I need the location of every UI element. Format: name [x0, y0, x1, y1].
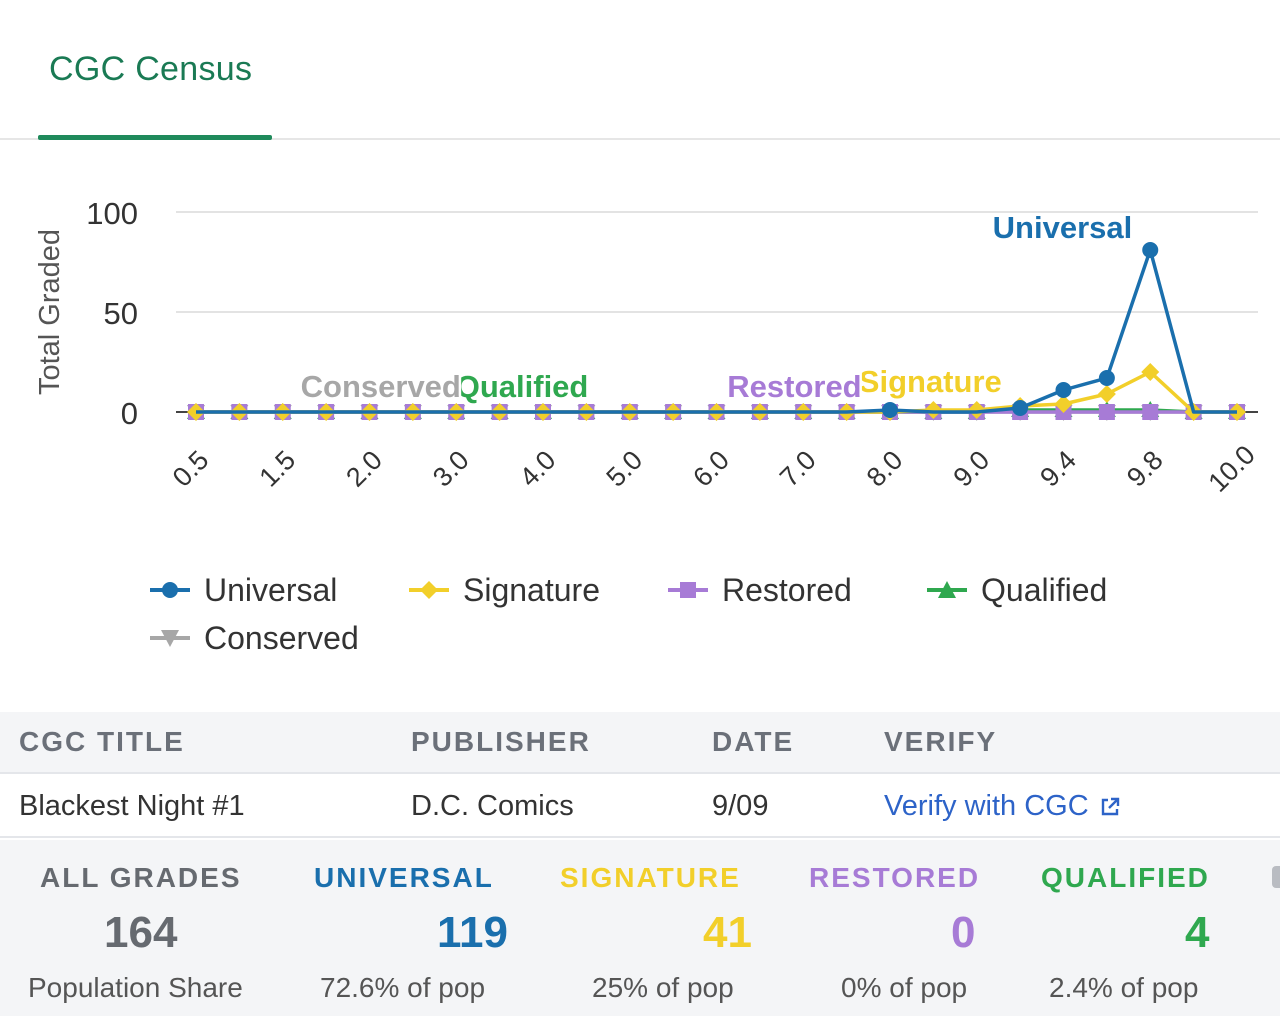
stat-sub: Population Share: [28, 972, 243, 1003]
triangle-marker-icon: [927, 581, 967, 598]
series-label-universal: Universal: [993, 210, 1133, 245]
legend-item-conserved[interactable]: Conserved: [148, 614, 359, 662]
tab-active-indicator: [38, 135, 272, 140]
data-point-universal: [882, 402, 898, 418]
cell-title: Blackest Night #1: [19, 790, 245, 822]
x-tick-label: 9.4: [1034, 445, 1082, 493]
legend-item-restored[interactable]: Restored: [666, 566, 852, 614]
stat-label: ALL GRADES: [40, 862, 242, 893]
data-point-signature: [1141, 363, 1160, 381]
stat-sub: 72.6% of pop: [320, 972, 486, 1003]
verify-link-label: Verify with CGC: [884, 790, 1089, 822]
stat-sub: 0% of pop: [841, 972, 968, 1003]
cell-date: 9/09: [712, 790, 769, 822]
legend-item-signature[interactable]: Signature: [407, 566, 600, 614]
stat-qualified: QUALIFIED 4 2.4% of pop: [1030, 840, 1280, 1016]
stat-sub: 2.4% of pop: [1049, 972, 1199, 1003]
tab-bar: CGC Census: [0, 0, 1280, 140]
y-axis-title: Total Graded: [34, 229, 66, 395]
stat-label: QUALIFIED: [1041, 862, 1210, 893]
series-label-qualified: Qualified: [456, 369, 589, 404]
x-tick-label: 4.0: [514, 445, 562, 493]
stat-label: UNIVERSAL: [314, 862, 494, 893]
series-label-restored: Restored: [727, 369, 861, 404]
legend-label: Signature: [463, 571, 600, 608]
stat-label: RESTORED: [809, 862, 981, 893]
external-link-icon: [1101, 797, 1119, 815]
x-tick-label: 8.0: [861, 445, 909, 493]
verify-with-cgc-link[interactable]: Verify with CGC: [884, 790, 1121, 823]
x-tick-label: 7.0: [774, 445, 822, 493]
x-tick-label: 5.0: [601, 445, 649, 493]
stat-value: 4: [1185, 908, 1210, 957]
x-tick-label: 10.0: [1202, 439, 1260, 497]
y-tick-label: 50: [104, 296, 138, 331]
data-point-signature: [967, 401, 986, 419]
x-tick-label: 3.0: [427, 445, 475, 493]
data-point-signature: [1054, 395, 1073, 413]
scroll-edge-indicator: [1272, 866, 1280, 888]
cell-publisher: D.C. Comics: [411, 790, 574, 822]
stat-restored: RESTORED 0 0% of pop: [800, 840, 1060, 1016]
tab-label: CGC Census: [49, 50, 253, 88]
stat-value: 0: [951, 908, 976, 957]
grade-stats-bar: ALL GRADES 164 Population Share UNIVERSA…: [0, 840, 1280, 1016]
series-label-signature: Signature: [859, 364, 1002, 399]
stat-signature: SIGNATURE 41 25% of pop: [550, 840, 810, 1016]
census-line-chart: 0 50 100 Total Graded 0.5 1.5 2.0 3.0 4.0 5.0 6.0 7…: [34, 196, 1261, 498]
header-publisher: PUBLISHER: [411, 726, 591, 757]
data-point-signature: [1097, 385, 1116, 403]
data-point-signature: [924, 401, 943, 419]
legend-label: Qualified: [981, 571, 1108, 608]
stat-label: SIGNATURE: [560, 862, 741, 893]
data-point-universal: [1098, 370, 1115, 386]
series-label-conserved: Conserved: [301, 369, 461, 404]
header-verify: VERIFY: [884, 726, 998, 757]
legend-label: Universal: [204, 571, 338, 608]
stat-sub: 25% of pop: [592, 972, 734, 1003]
x-tick-label: 0.5: [167, 445, 215, 493]
legend-item-universal[interactable]: Universal: [148, 566, 337, 614]
x-tick-label: 1.5: [254, 445, 302, 493]
x-tick-label: 9.8: [1121, 445, 1169, 493]
data-point-universal: [1012, 400, 1029, 416]
header-cgc-title: CGC TITLE: [19, 726, 185, 757]
data-point-universal: [1055, 382, 1072, 398]
stat-all-grades: ALL GRADES 164 Population Share: [10, 840, 270, 1016]
triangle-down-marker-icon: [150, 630, 190, 647]
diamond-marker-icon: [409, 581, 449, 599]
legend-label: Conserved: [204, 619, 359, 656]
x-tick-label: 9.0: [948, 445, 996, 493]
tab-cgc-census[interactable]: CGC Census: [38, 0, 272, 140]
stat-value: 119: [437, 908, 508, 957]
data-point-restored: [1098, 404, 1115, 420]
square-marker-icon: [668, 582, 708, 598]
data-point-restored: [1142, 404, 1159, 420]
y-tick-label: 0: [121, 396, 138, 431]
header-date: DATE: [712, 726, 795, 757]
table-header-row: CGC TITLE PUBLISHER DATE VERIFY: [0, 712, 1280, 774]
data-point-universal: [1142, 242, 1159, 258]
legend-item-qualified[interactable]: Qualified: [925, 566, 1107, 614]
x-tick-label: 6.0: [687, 445, 735, 493]
stat-value: 41: [703, 908, 752, 957]
y-tick-label: 100: [86, 196, 138, 231]
stat-universal: UNIVERSAL 119 72.6% of pop: [300, 840, 560, 1016]
x-tick-label: 2.0: [340, 445, 388, 493]
circle-marker-icon: [150, 582, 190, 598]
stat-value: 164: [104, 908, 178, 957]
comic-info-table: CGC TITLE PUBLISHER DATE VERIFY Blackest…: [0, 712, 1280, 838]
legend-label: Restored: [722, 571, 852, 608]
table-row: Blackest Night #1 D.C. Comics 9/09 Verif…: [0, 774, 1280, 838]
